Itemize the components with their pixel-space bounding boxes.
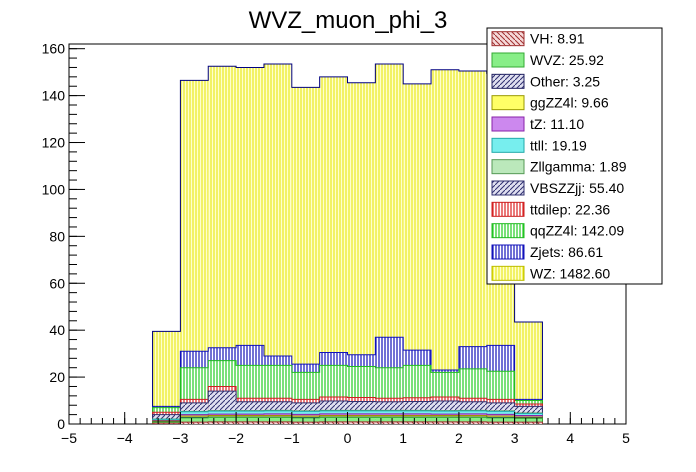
legend-swatch-Zjets	[491, 244, 525, 260]
bar-WVZ-bin-8	[375, 417, 404, 424]
y-tick-label: 100	[42, 181, 66, 197]
x-tick-label: −1	[284, 430, 300, 446]
y-tick-label: 0	[57, 416, 65, 432]
legend-label-Zjets: Zjets: 86.61	[530, 244, 603, 260]
x-tick-label: 1	[399, 430, 407, 446]
y-tick-label: 80	[49, 228, 65, 244]
legend-swatch-WZ	[491, 265, 525, 281]
legend-swatch-WVZ	[491, 52, 525, 68]
outline-qqZZ4l	[152, 360, 543, 424]
legend-label-ggZZ4l: ggZZ4l: 9.66	[530, 95, 609, 111]
legend-label-ttdilep: ttdilep: 22.36	[530, 201, 610, 217]
x-tick-label: −5	[61, 430, 77, 446]
outline-VBSZZjj	[152, 390, 543, 424]
bar-VH-bin-7	[347, 421, 376, 424]
y-tick-label: 20	[49, 369, 65, 385]
bar-VH-bin-9	[403, 421, 432, 424]
legend-swatch-qqZZ4l	[491, 223, 525, 239]
x-tick-label: 4	[566, 430, 574, 446]
legend-swatch-Other	[491, 73, 525, 89]
bar-VH-bin-1	[180, 422, 209, 424]
bar-VH-bin-6	[319, 421, 348, 424]
legend-label-WZ: WZ: 1482.60	[530, 265, 610, 281]
bar-WVZ-bin-5	[291, 417, 320, 424]
x-tick-label: −2	[228, 430, 244, 446]
x-tick-label: 2	[455, 430, 463, 446]
bar-WVZ-bin-2	[208, 417, 237, 424]
outline-ggZZ4l	[152, 415, 543, 424]
legend-swatch-ggZZ4l	[491, 95, 525, 111]
bar-WZ-bin-10	[431, 69, 459, 425]
outline-Zjets	[152, 336, 543, 424]
legend-label-Other: Other: 3.25	[530, 73, 600, 89]
legend-swatch-Zllgamma	[491, 159, 525, 175]
bar-WVZ-bin-9	[403, 417, 432, 424]
stacked-bars	[152, 63, 543, 425]
legend-label-qqZZ4l: qqZZ4l: 142.09	[530, 223, 624, 239]
bar-WVZ-bin-12	[486, 417, 515, 424]
legend-box	[486, 27, 663, 285]
outline-WVZ	[152, 416, 543, 424]
bar-VH-bin-4	[263, 421, 292, 424]
bar-VH-bin-11	[458, 421, 487, 424]
y-tick-label: 40	[49, 322, 65, 338]
legend-label-Zllgamma: Zllgamma: 1.89	[530, 159, 627, 175]
y-tick-label: 60	[49, 275, 65, 291]
bar-VH-bin-3	[236, 421, 264, 424]
legend-label-ttll: ttll: 19.19	[530, 137, 587, 153]
legend: VH: 8.91 WVZ: 25.92 Other: 3.25 ggZZ4l: 9.6…	[486, 27, 663, 285]
series-WVZ	[152, 416, 543, 424]
x-tick-label: −3	[172, 430, 188, 446]
y-tick-label: 120	[42, 135, 66, 151]
legend-swatch-tZ	[491, 116, 525, 132]
bar-WVZ-bin-10	[431, 417, 459, 424]
bar-VH-bin-5	[291, 422, 320, 424]
x-tick-label: 0	[344, 430, 352, 446]
legend-label-tZ: tZ: 11.10	[530, 116, 584, 132]
x-tick-label: 3	[511, 430, 519, 446]
bar-WVZ-bin-1	[180, 417, 209, 424]
series-VH	[152, 421, 543, 424]
bar-WVZ-bin-4	[263, 417, 292, 424]
bar-VH-bin-8	[375, 421, 404, 424]
x-tick-label: −4	[117, 430, 133, 446]
axes: −5 −4 −3 −2 −1 0 1 2 3 4 5 0 20 40 60 80 100 120 140 160	[42, 41, 630, 446]
bar-VH-bin-12	[486, 422, 515, 424]
legend-swatch-VBSZZjj	[491, 180, 525, 196]
outline-tZ	[152, 413, 543, 424]
bar-WVZ-bin-11	[458, 417, 487, 424]
legend-swatch-ttll	[491, 137, 525, 153]
y-tick-label: 140	[42, 88, 66, 104]
legend-swatch-ttdilep	[491, 201, 525, 217]
legend-label-VH: VH: 8.91	[530, 31, 585, 47]
bar-VH-bin-13	[514, 422, 543, 424]
legend-swatch-VH	[491, 31, 525, 47]
outline-ttll	[152, 410, 543, 424]
outline-VH	[152, 421, 543, 424]
bar-VH-bin-2	[208, 421, 237, 424]
chart-title: WVZ_muon_phi_3	[249, 7, 448, 34]
bar-VH-bin-10	[431, 421, 459, 424]
y-tick-label: 160	[42, 41, 66, 57]
legend-label-VBSZZjj: VBSZZjj: 55.40	[530, 180, 624, 196]
bar-WVZ-bin-6	[319, 417, 348, 424]
legend-label-WVZ: WVZ: 25.92	[530, 52, 604, 68]
bar-WVZ-bin-13	[514, 418, 543, 424]
bar-WVZ-bin-7	[347, 417, 376, 424]
bar-WVZ-bin-3	[236, 417, 264, 424]
x-tick-label: 5	[622, 430, 630, 446]
